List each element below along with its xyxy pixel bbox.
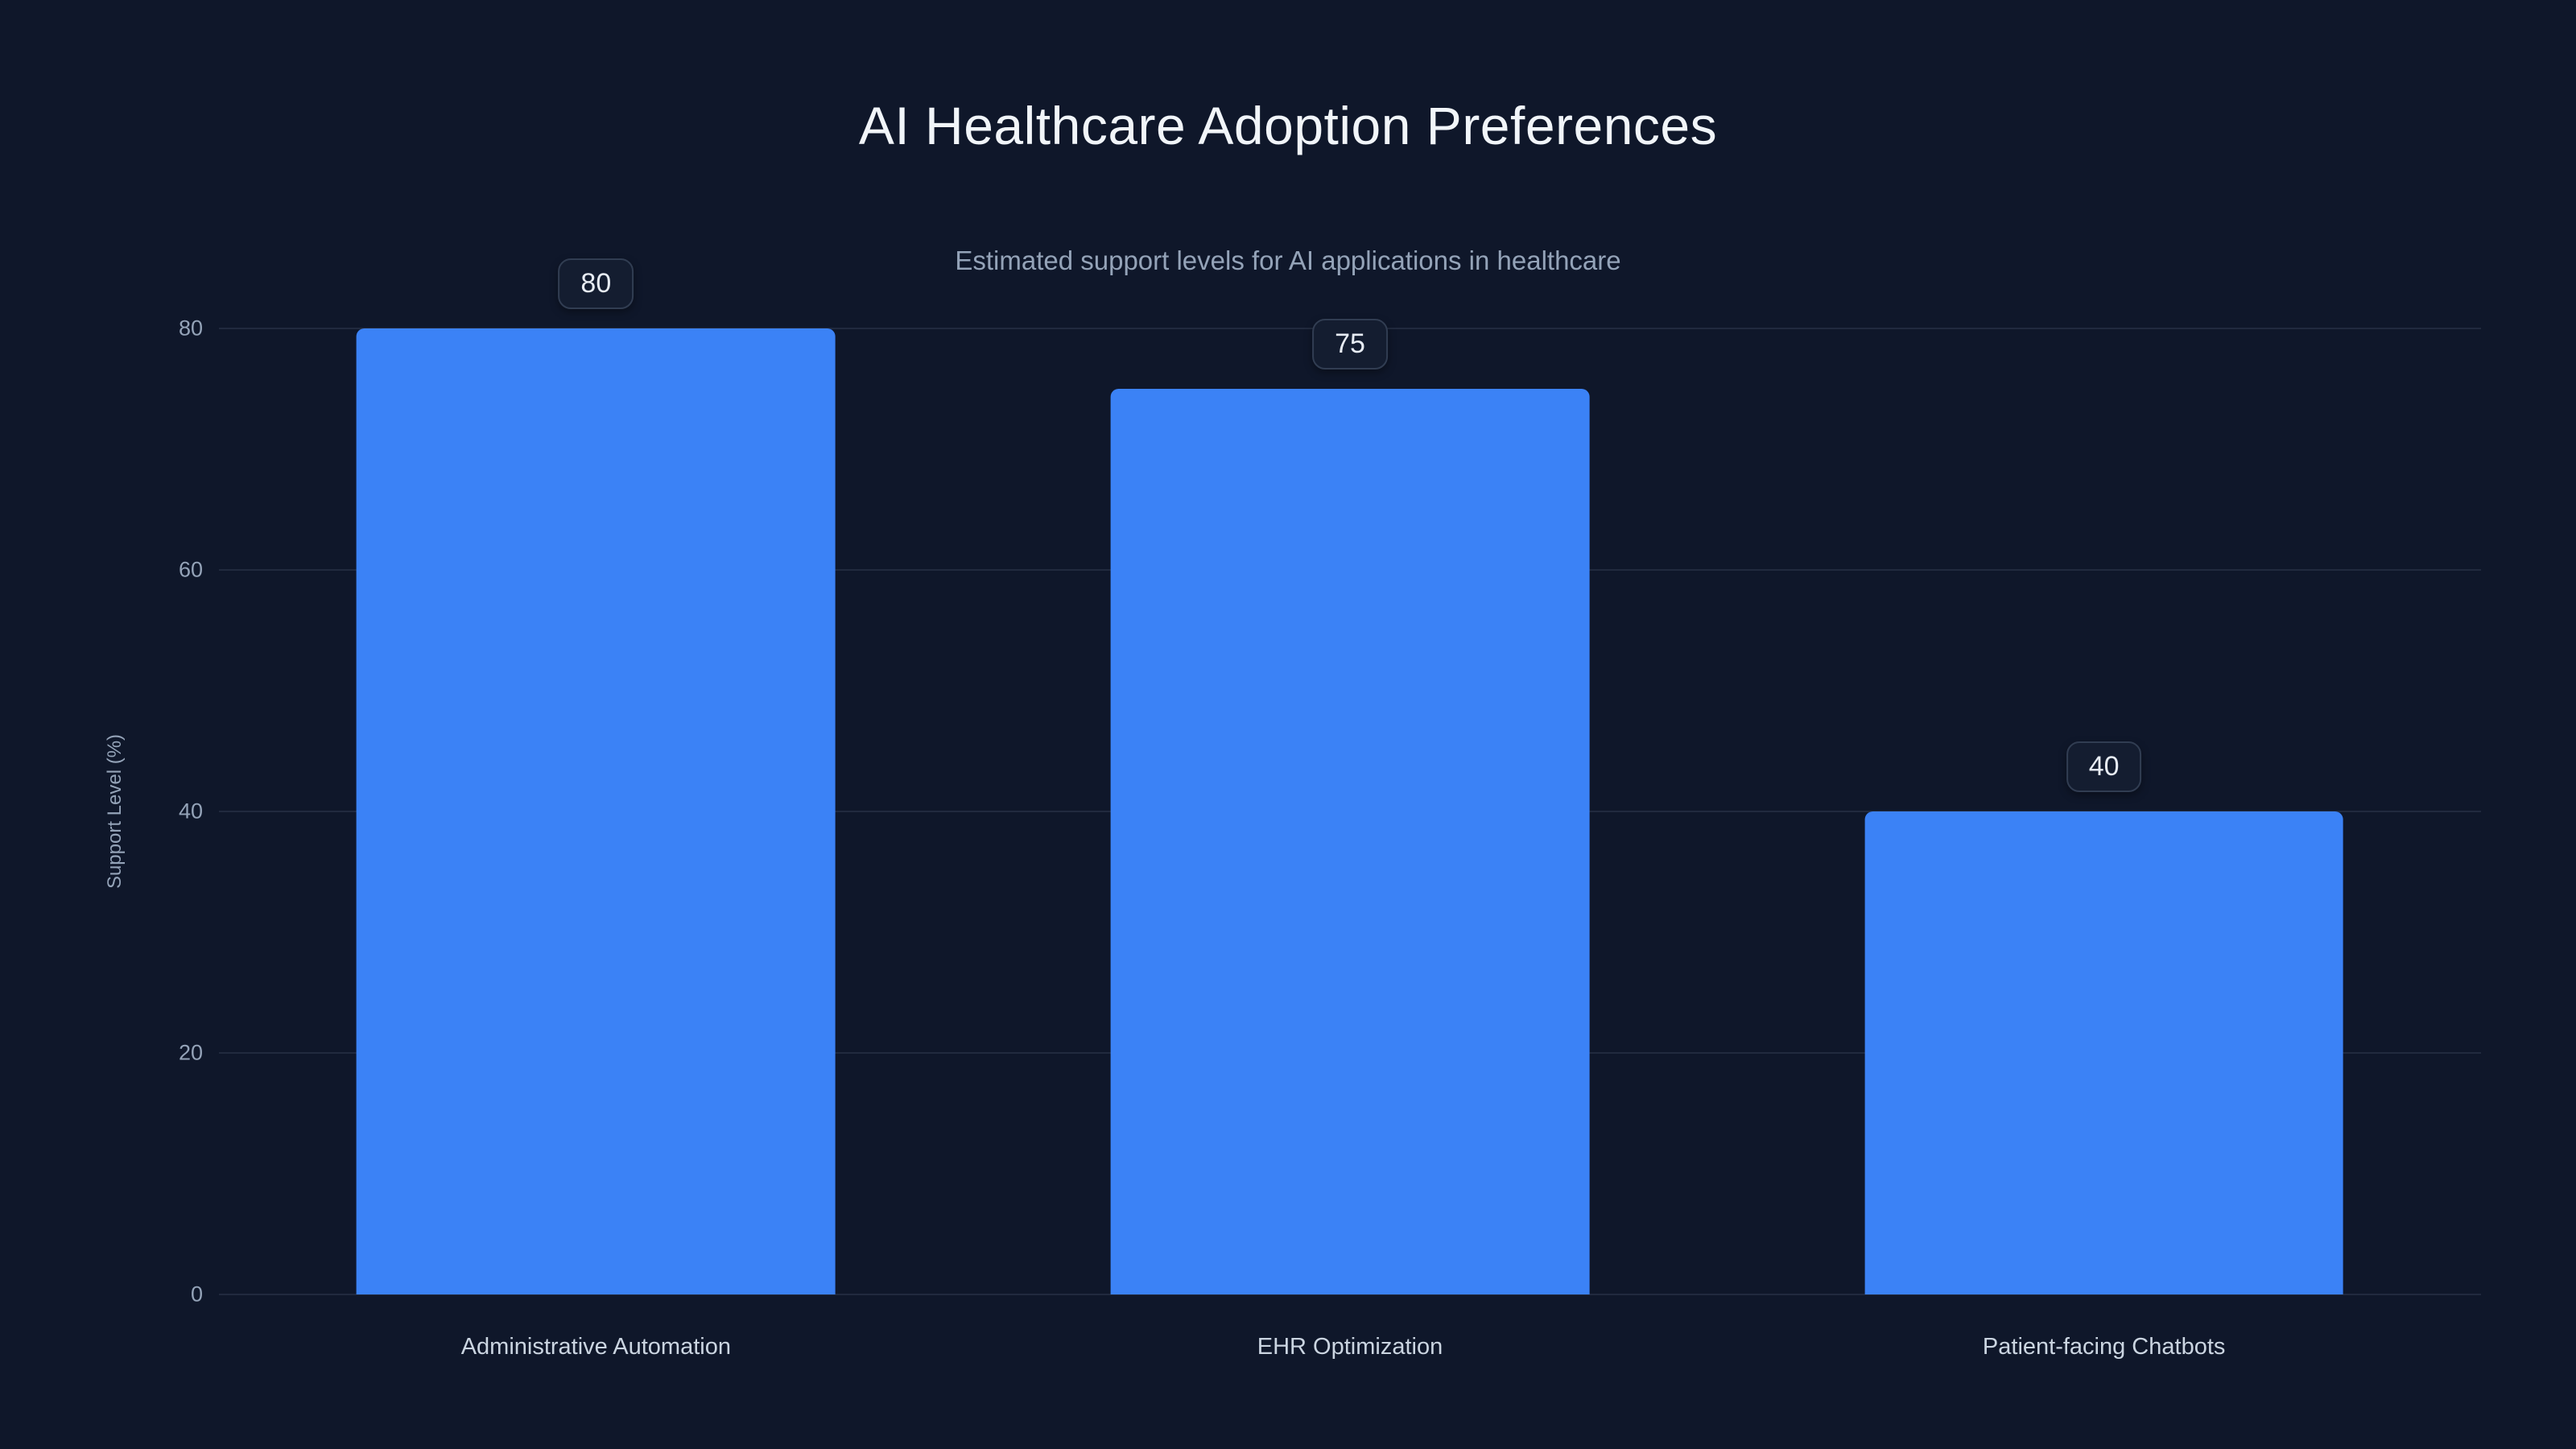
bar-group: 80 Administrative Automation — [219, 258, 973, 1360]
chart-subtitle: Estimated support levels for AI applicat… — [955, 246, 1621, 275]
y-tick-label: 40 — [178, 799, 203, 824]
y-tick-label: 0 — [190, 1282, 203, 1307]
y-tick-label: 60 — [178, 557, 203, 582]
bar — [356, 328, 836, 1294]
x-category-label: Administrative Automation — [460, 1334, 731, 1360]
value-label: 40 — [2066, 741, 2142, 792]
chart-title: AI Healthcare Adoption Preferences — [858, 96, 1718, 155]
x-category-label: Patient-facing Chatbots — [1982, 1334, 2226, 1360]
bar-group: 75 EHR Optimization — [973, 319, 1728, 1360]
y-tick-label: 80 — [178, 316, 203, 341]
value-label: 75 — [1312, 319, 1388, 369]
x-category-label: EHR Optimization — [1257, 1334, 1443, 1360]
bar — [1864, 811, 2344, 1294]
y-tick-label: 20 — [178, 1040, 203, 1065]
bar-group: 40 Patient-facing Chatbots — [1727, 328, 2481, 1360]
gridline — [219, 1294, 2481, 1295]
y-axis-label: Support Level (%) — [104, 733, 126, 890]
bar-chart-plot-area: 0 20 40 60 80 80 Administrative Automation 75 EH… — [179, 258, 2481, 1360]
bar — [1110, 389, 1590, 1294]
value-label: 80 — [558, 258, 634, 309]
